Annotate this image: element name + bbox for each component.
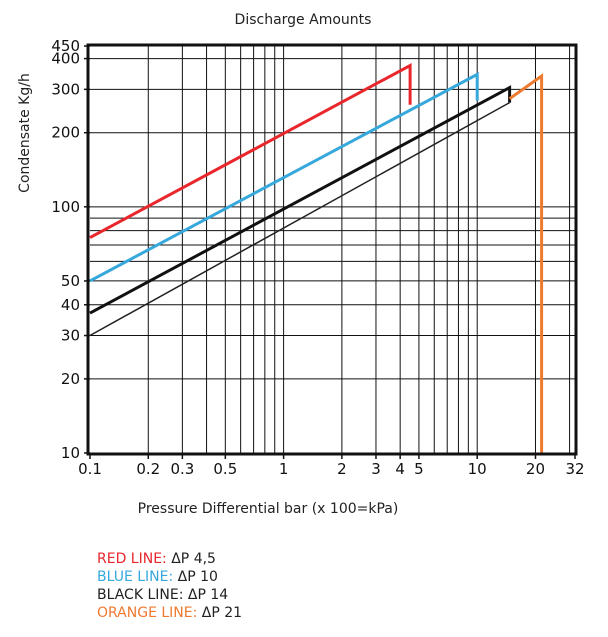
series-line xyxy=(89,101,510,337)
y-tick-label: 450 xyxy=(51,37,80,55)
series-layer xyxy=(89,62,544,453)
y-tick-label: 20 xyxy=(61,370,80,388)
y-tick-label: 40 xyxy=(61,296,80,314)
series-line xyxy=(508,73,544,453)
legend-item-orange: ORANGE LINE: ΔP 21 xyxy=(97,604,242,622)
x-tick-label: 5 xyxy=(414,460,424,478)
plot-frame xyxy=(86,43,578,456)
y-axis-label: Condensate Kg/h xyxy=(17,73,33,193)
y-tick-label: 400 xyxy=(51,50,80,68)
y-tick-label: 50 xyxy=(61,272,80,290)
legend-value: ΔP 14 xyxy=(183,587,229,603)
x-tick-label: 0.3 xyxy=(170,460,194,478)
chart-title: Discharge Amounts xyxy=(235,12,372,28)
x-axis-label: Pressure Differential bar (x 100=kPa) xyxy=(138,501,399,517)
x-tick-label: 32 xyxy=(565,460,584,478)
series-line xyxy=(89,62,412,239)
x-tick-label: 0.1 xyxy=(78,460,102,478)
x-tick-label: 2 xyxy=(337,460,347,478)
legend-value: ΔP 4,5 xyxy=(166,551,216,567)
x-tick-label: 3 xyxy=(371,460,381,478)
y-tick-label: 30 xyxy=(61,327,80,345)
x-tick-label: 4 xyxy=(395,460,405,478)
ticks: 0.1 0.2 0.3 0.5 1 2 3 4 5 10 20 32 10 20 30 40 50 100 200 3… xyxy=(51,37,584,478)
legend: RED LINE: ΔP 4,5 BLUE LINE: ΔP 10 BLACK … xyxy=(97,550,242,622)
legend-value: ΔP 10 xyxy=(173,569,218,585)
legend-name: BLUE LINE: xyxy=(97,569,174,585)
legend-name: BLACK LINE: xyxy=(97,587,184,603)
legend-item-red: RED LINE: ΔP 4,5 xyxy=(97,550,242,568)
y-tick-label: 300 xyxy=(51,80,80,98)
x-tick-label: 1 xyxy=(279,460,289,478)
x-tick-label: 20 xyxy=(526,460,545,478)
series-line xyxy=(89,85,512,315)
x-tick-label: 0.5 xyxy=(213,460,237,478)
y-tick-label: 100 xyxy=(51,198,80,216)
y-tick-label: 200 xyxy=(51,124,80,142)
series-line xyxy=(89,71,479,283)
legend-value: ΔP 21 xyxy=(197,605,243,621)
legend-item-blue: BLUE LINE: ΔP 10 xyxy=(97,568,242,586)
x-tick-label: 0.2 xyxy=(136,460,160,478)
legend-name: RED LINE: xyxy=(97,551,167,567)
legend-item-black: BLACK LINE: ΔP 14 xyxy=(97,586,242,604)
x-tick-label: 10 xyxy=(468,460,487,478)
legend-name: ORANGE LINE: xyxy=(97,605,198,621)
y-tick-label: 10 xyxy=(61,444,80,462)
